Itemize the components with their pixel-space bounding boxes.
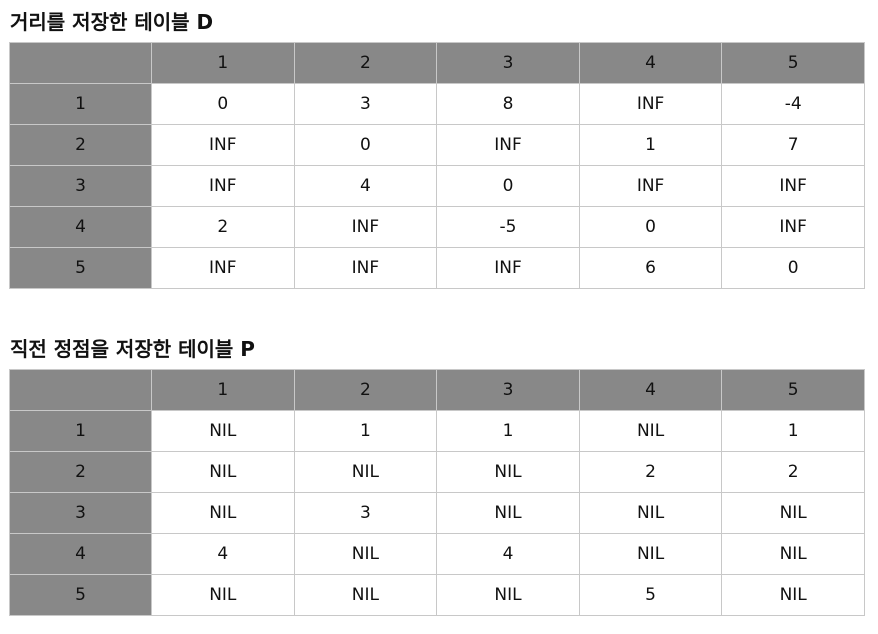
predecessor-cell: 3 [293,492,438,534]
predecessor-table-row: 3 NIL 3 NIL NIL NIL [9,492,865,534]
predecessor-cell: NIL [436,492,580,534]
distance-cell: 0 [436,165,580,207]
predecessor-cell: NIL [151,574,295,616]
predecessor-column-header: 3 [436,369,580,411]
distance-table-row: 5 INF INF INF 6 0 [9,247,865,289]
distance-row-header: 3 [9,165,152,207]
predecessor-cell: 4 [436,533,580,575]
predecessor-cell: NIL [151,492,295,534]
distance-cell: 0 [151,83,295,125]
distance-cell: 6 [578,247,723,289]
distance-cell: 8 [436,83,580,125]
predecessor-cell: NIL [578,533,723,575]
distance-cell: INF [436,124,580,166]
predecessor-table-title: 직전 정점을 저장한 테이블 P [10,337,255,361]
distance-row-header: 4 [9,206,152,248]
predecessor-column-header: 5 [721,369,865,411]
distance-cell: INF [293,247,438,289]
predecessor-column-header: 1 [151,369,295,411]
distance-row-header: 1 [9,83,152,125]
predecessor-column-header: 4 [578,369,723,411]
distance-cell: INF [293,206,438,248]
distance-cell: INF [151,124,295,166]
distance-cell: -4 [721,83,865,125]
predecessor-cell: NIL [721,574,865,616]
predecessor-cell: NIL [293,574,438,616]
distance-cell: INF [436,247,580,289]
distance-cell: 7 [721,124,865,166]
distance-cell: INF [151,247,295,289]
distance-table-row: 2 INF 0 INF 1 7 [9,124,865,166]
predecessor-cell: NIL [578,410,723,452]
predecessor-cell: NIL [436,574,580,616]
predecessor-cell: NIL [151,410,295,452]
predecessor-cell: NIL [721,492,865,534]
distance-column-header: 5 [721,42,865,84]
distance-cell: 3 [293,83,438,125]
distance-cell: INF [721,206,865,248]
distance-cell: -5 [436,206,580,248]
predecessor-cell: 1 [293,410,438,452]
predecessor-table-row: 5 NIL NIL NIL 5 NIL [9,574,865,616]
predecessor-cell: NIL [293,451,438,493]
predecessor-table-row: 4 4 NIL 4 NIL NIL [9,533,865,575]
predecessor-cell: NIL [151,451,295,493]
predecessor-cell: NIL [436,451,580,493]
distance-table-title: 거리를 저장한 테이블 D [10,10,214,34]
distance-cell: 0 [721,247,865,289]
predecessor-cell: 2 [578,451,723,493]
distance-table-row: 1 0 3 8 INF -4 [9,83,865,125]
predecessor-cell: 4 [151,533,295,575]
distance-cell: INF [578,165,723,207]
predecessor-row-header: 5 [9,574,152,616]
distance-column-header: 4 [578,42,723,84]
predecessor-cell: NIL [293,533,438,575]
predecessor-row-header: 3 [9,492,152,534]
predecessor-row-header: 1 [9,410,152,452]
distance-cell: INF [578,83,723,125]
predecessor-row-header: 2 [9,451,152,493]
predecessor-row-header: 4 [9,533,152,575]
predecessor-table-row: 2 NIL NIL NIL 2 2 [9,451,865,493]
distance-table-row: 4 2 INF -5 0 INF [9,206,865,248]
distance-column-header: 2 [293,42,438,84]
distance-cell: 0 [578,206,723,248]
distance-cell: 0 [293,124,438,166]
predecessor-cell: NIL [721,533,865,575]
predecessor-cell: 1 [721,410,865,452]
distance-row-header: 2 [9,124,152,166]
predecessor-table-row: 1 NIL 1 1 NIL 1 [9,410,865,452]
predecessor-column-header: 2 [293,369,438,411]
predecessor-cell: 2 [721,451,865,493]
distance-cell: 1 [578,124,723,166]
distance-column-header: 3 [436,42,580,84]
distance-cell: 2 [151,206,295,248]
distance-corner-cell [9,42,152,84]
predecessor-corner-cell [9,369,152,411]
distance-row-header: 5 [9,247,152,289]
predecessor-cell: 1 [436,410,580,452]
predecessor-cell: 5 [578,574,723,616]
distance-cell: 4 [293,165,438,207]
distance-cell: INF [721,165,865,207]
predecessor-cell: NIL [578,492,723,534]
distance-table-row: 3 INF 4 0 INF INF [9,165,865,207]
distance-cell: INF [151,165,295,207]
distance-column-header: 1 [151,42,295,84]
